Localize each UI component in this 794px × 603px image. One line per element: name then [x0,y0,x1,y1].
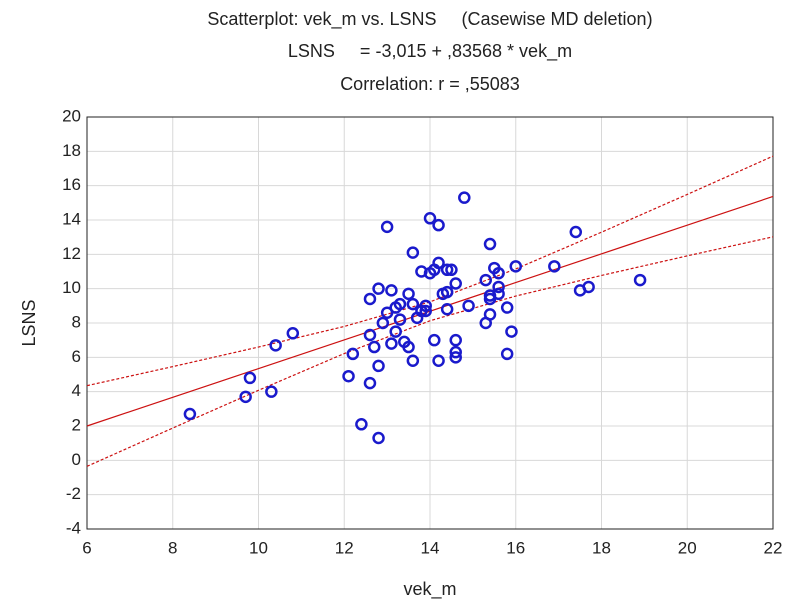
x-tick-label: 6 [82,538,91,557]
x-tick-label: 12 [335,538,354,557]
point [548,260,561,273]
point [243,371,257,385]
point [633,273,647,287]
y-tick-label: 10 [62,278,81,297]
point [428,333,441,347]
point [505,325,518,338]
point [479,273,492,287]
confidence-band [86,155,774,387]
point [432,256,445,270]
point [363,376,377,390]
y-tick-label: -4 [66,518,81,537]
point [385,284,398,297]
point [402,287,415,301]
x-axis-label: vek_m [403,579,456,600]
point [372,359,385,373]
plot-frame [86,116,774,530]
point [423,212,437,225]
point [372,431,385,445]
point [449,277,462,290]
point [462,299,475,313]
x-tick-label: 20 [678,538,697,557]
point [368,340,381,354]
point [269,339,282,352]
point [355,418,368,431]
point [393,313,407,326]
point [445,263,458,277]
point [483,237,497,251]
point [492,280,505,294]
point [376,316,390,330]
point [509,260,522,273]
point [500,347,514,361]
y-tick-label: 8 [72,312,81,331]
point [346,347,360,361]
chart-subtitle: LSNS = -3,015 + ,83568 * vek_m [288,41,572,62]
point [385,337,398,350]
point [406,354,420,368]
point [449,351,462,364]
y-tick-label: 14 [62,209,81,228]
point [458,191,471,204]
y-tick-label: 6 [72,347,81,366]
point [419,299,432,313]
point [393,297,407,311]
point [286,327,300,340]
chart-title: Scatterplot: vek_m vs. LSNS (Casewise MD… [207,9,652,30]
point [419,304,432,318]
y-tick-label: 20 [62,106,81,125]
point [389,325,402,338]
y-tick-label: 4 [72,381,81,400]
x-tick-label: 14 [421,538,440,557]
y-tick-label: 16 [62,175,81,194]
point [492,266,505,280]
y-tick-label: 12 [62,244,81,263]
x-tick-label: 22 [764,538,783,557]
y-axis-label: LSNS [19,299,39,346]
point [440,303,454,316]
y-tick-label: 18 [62,141,81,160]
point [582,280,595,294]
point [380,306,394,319]
annotation: Correlation: r = ,55083 [340,74,520,94]
y-tick-label: 2 [72,415,81,434]
x-tick-label: 16 [506,538,525,557]
point [363,292,377,306]
point [239,390,252,404]
point [432,354,445,368]
point [183,407,197,421]
confidence-band [86,236,774,467]
point [449,345,462,359]
point [372,282,385,295]
x-tick-label: 8 [168,538,177,557]
point [483,292,497,306]
point [440,285,454,299]
point [402,340,415,354]
x-tick-label: 18 [592,538,611,557]
point [265,385,278,398]
point [406,297,420,311]
point [500,301,514,314]
point [432,218,445,232]
point [492,287,505,301]
point [406,246,420,259]
y-tick-label: 0 [72,450,81,469]
point [342,369,355,383]
point [569,225,583,239]
point [440,263,454,277]
point [483,308,497,321]
point [380,220,394,234]
x-tick-label: 10 [249,538,268,557]
point [449,333,462,347]
y-tick-label: -2 [66,484,81,503]
point [363,328,377,342]
